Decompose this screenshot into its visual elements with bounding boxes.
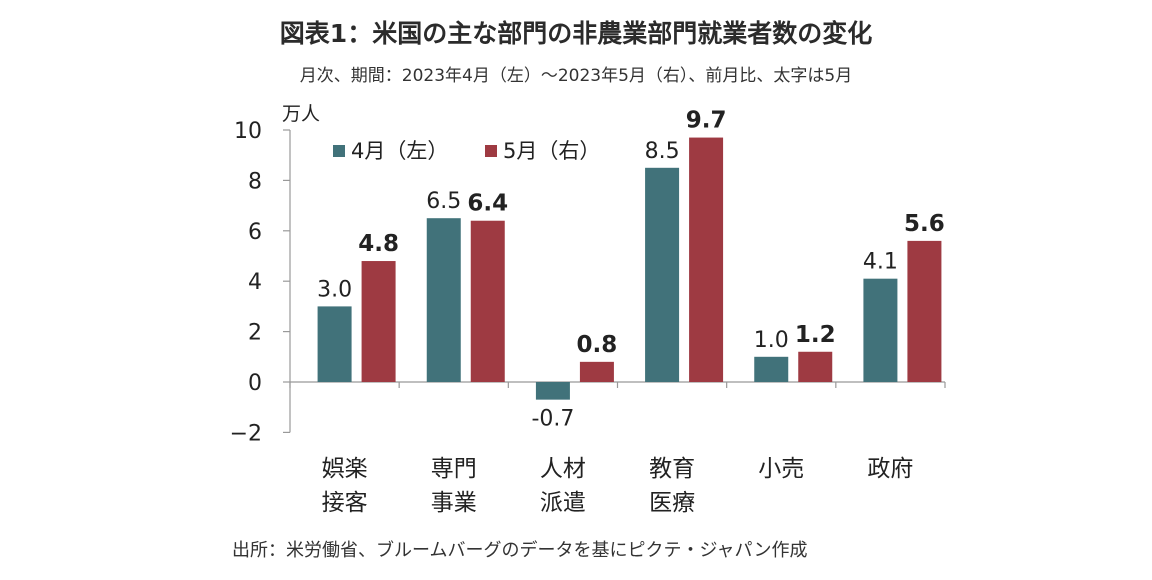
y-tick-label: 6 bbox=[248, 220, 262, 245]
bar-series1-2 bbox=[579, 361, 614, 382]
y-tick-label: 10 bbox=[234, 119, 262, 144]
y-tick-label: −2 bbox=[230, 421, 262, 446]
data-label-series0-4: 1.0 bbox=[754, 328, 789, 353]
category-label-1-line1: 事業 bbox=[431, 490, 477, 516]
axes: 10 8 6 4 2 0 −2 bbox=[230, 119, 946, 446]
chart-subtitle: 月次、期間：2023年4月（左）～2023年5月（右）、前月比、太字は5月 bbox=[300, 66, 852, 86]
data-label-series0-3: 8.5 bbox=[645, 139, 680, 164]
bar-series0-0 bbox=[317, 306, 352, 382]
y-tick-label: 2 bbox=[248, 321, 262, 346]
data-label-series1-1: 6.4 bbox=[467, 191, 508, 217]
bar-series1-5 bbox=[907, 240, 942, 382]
category-label-0-line1: 接客 bbox=[322, 490, 368, 516]
y-tick-label: 8 bbox=[248, 169, 262, 194]
data-label-series0-1: 6.5 bbox=[426, 189, 461, 214]
bars-group bbox=[317, 137, 942, 400]
data-label-series0-2: -0.7 bbox=[531, 407, 574, 432]
legend: 4月（左） 5月（右） bbox=[333, 139, 600, 163]
unit-label: 万人 bbox=[282, 103, 320, 125]
bar-series0-5 bbox=[863, 278, 898, 382]
category-label-0-line0: 娯楽 bbox=[322, 456, 368, 482]
legend-swatch-1 bbox=[485, 145, 497, 157]
category-label-5-line0: 政府 bbox=[867, 456, 913, 482]
chart-title: 図表1：米国の主な部門の非農業部門就業者数の変化 bbox=[280, 19, 872, 48]
bar-series0-1 bbox=[426, 218, 461, 382]
category-label-3-line0: 教育 bbox=[649, 456, 695, 482]
bar-series1-3 bbox=[689, 137, 724, 382]
legend-label-1: 5月（右） bbox=[503, 139, 600, 163]
source-note: 出所：米労働省、ブルームバーグのデータを基にピクテ・ジャパン作成 bbox=[232, 539, 807, 561]
category-label-2-line0: 人材 bbox=[540, 456, 586, 482]
bar-series1-1 bbox=[470, 220, 505, 382]
data-label-series1-4: 1.2 bbox=[795, 322, 836, 348]
legend-label-0: 4月（左） bbox=[351, 139, 448, 163]
bar-series1-4 bbox=[798, 351, 833, 382]
category-label-1-line0: 専門 bbox=[431, 456, 477, 482]
bar-series0-3 bbox=[645, 167, 680, 382]
data-label-series0-5: 4.1 bbox=[863, 250, 898, 275]
data-label-series0-0: 3.0 bbox=[317, 277, 352, 302]
data-label-series1-0: 4.8 bbox=[358, 231, 399, 257]
bar-series1-0 bbox=[361, 261, 396, 382]
category-label-3-line1: 医療 bbox=[649, 490, 695, 516]
data-labels-group: 3.04.8 6.5 6.4 -0.7 0.8 8.59.7 1.0 1.2 4.15.6 bbox=[317, 108, 945, 432]
data-label-series1-2: 0.8 bbox=[577, 332, 618, 358]
category-label-2-line1: 派遣 bbox=[540, 490, 586, 516]
data-label-series1-3: 9.7 bbox=[686, 108, 727, 134]
legend-swatch-0 bbox=[333, 145, 345, 157]
bar-series0-2 bbox=[535, 382, 570, 400]
category-label-4-line0: 小売 bbox=[758, 456, 804, 482]
data-label-series1-5: 5.6 bbox=[904, 211, 945, 237]
bar-series0-4 bbox=[754, 356, 789, 382]
y-tick-label: 4 bbox=[248, 270, 262, 295]
y-tick-label: 0 bbox=[248, 371, 262, 396]
